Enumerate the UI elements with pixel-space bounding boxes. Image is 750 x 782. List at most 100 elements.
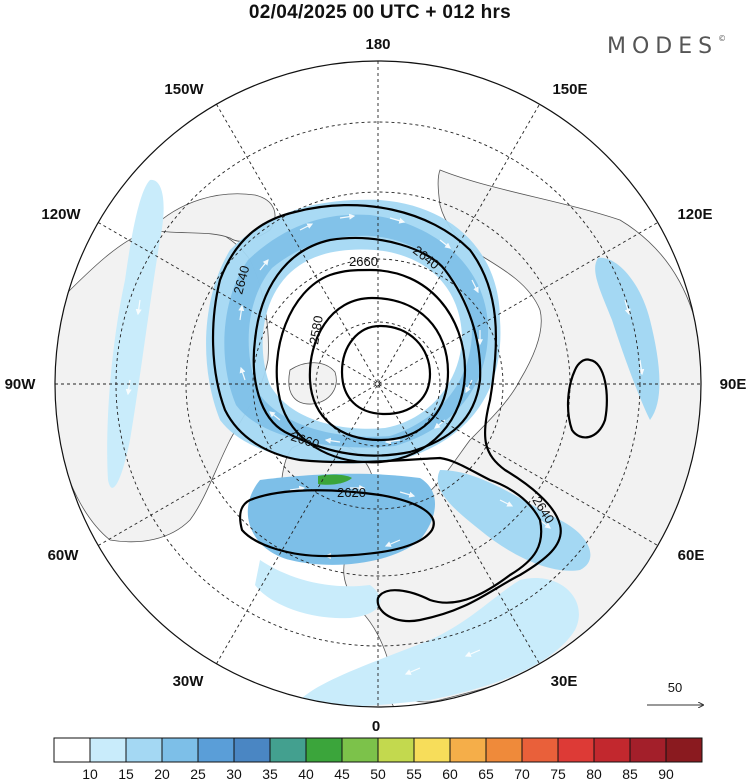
wind-vector bbox=[324, 437, 341, 444]
brand-logo: MODES© bbox=[607, 34, 726, 59]
wind-vector bbox=[464, 649, 481, 657]
wind-vector bbox=[299, 223, 314, 231]
colorbar-swatch bbox=[125, 737, 163, 763]
colorbar-swatch bbox=[593, 737, 631, 763]
meridian-label-120e: 120E bbox=[677, 206, 712, 223]
wind-vector bbox=[259, 259, 269, 271]
meridian-labels: 180 150E 120E 90E 60E 30E 0 30W 60W 90W … bbox=[5, 36, 747, 735]
colorbar-label: 10 bbox=[82, 766, 98, 782]
jet-max-green bbox=[318, 474, 352, 485]
colorbar-swatch bbox=[89, 737, 127, 763]
contour-2620-ring bbox=[275, 268, 467, 464]
contour-2600 bbox=[308, 296, 450, 442]
wind-vector bbox=[289, 485, 306, 492]
wind-vector bbox=[125, 379, 132, 396]
contour-label-2660: 2660 bbox=[349, 254, 378, 269]
meridian-label-30w: 30W bbox=[173, 673, 205, 690]
colorbar-label: 50 bbox=[370, 766, 386, 782]
colorbar-swatch bbox=[449, 737, 487, 763]
wind-vector bbox=[359, 323, 372, 331]
colorbar-label: 20 bbox=[154, 766, 170, 782]
jet-band-pacific bbox=[107, 179, 164, 488]
wind-vector bbox=[339, 213, 356, 220]
jet-ring-outer bbox=[206, 199, 501, 464]
meridian-label-90e: 90E bbox=[720, 376, 747, 393]
colorbar-label: 15 bbox=[118, 766, 134, 782]
meridian-label-150w: 150W bbox=[164, 81, 204, 98]
wind-vector bbox=[465, 379, 473, 394]
colorbar-label: 25 bbox=[190, 766, 206, 782]
reference-vector: 50 bbox=[647, 680, 703, 705]
colorbar-swatch bbox=[161, 737, 199, 763]
colorbar-label: 30 bbox=[226, 766, 242, 782]
wind-vector bbox=[499, 499, 514, 507]
colorbar-swatch bbox=[665, 737, 703, 763]
wind-vector bbox=[239, 366, 246, 381]
colorbar-label: 55 bbox=[406, 766, 422, 782]
jet-band-atlantic bbox=[255, 560, 381, 619]
contour-label-2640: 2640 bbox=[230, 264, 252, 296]
colorbar: 10 15 20 25 30 35 40 45 50 55 60 65 70 75 80 85 90 bbox=[53, 737, 703, 782]
jet-band-asia bbox=[437, 470, 591, 571]
jet-band-siberia bbox=[595, 257, 660, 420]
wind-vector bbox=[539, 519, 551, 529]
colorbar-swatch bbox=[305, 737, 343, 763]
meridian-label-0: 0 bbox=[372, 718, 380, 735]
meridian-label-60e: 60E bbox=[678, 547, 705, 564]
land-arctic-islands bbox=[288, 362, 337, 405]
wind-vector bbox=[471, 279, 479, 294]
wind-vector bbox=[404, 667, 421, 675]
colorbar-label: 35 bbox=[262, 766, 278, 782]
contour-label-2620: 2620 bbox=[337, 485, 366, 500]
wind-vector bbox=[624, 299, 631, 316]
jet-band-europe bbox=[300, 578, 579, 707]
meridian-label-60w: 60W bbox=[48, 547, 80, 564]
wind-vector bbox=[269, 411, 281, 421]
colorbar-label: 65 bbox=[478, 766, 494, 782]
wind-vector bbox=[638, 359, 645, 376]
meridian-label-150e: 150E bbox=[552, 81, 587, 98]
contour-label-2580: 2580 bbox=[306, 314, 326, 345]
colorbar-label: 40 bbox=[298, 766, 314, 782]
colorbar-swatch bbox=[269, 737, 307, 763]
height-contours bbox=[211, 204, 608, 623]
contour-2640-siberia bbox=[566, 358, 608, 439]
colorbar-swatch bbox=[485, 737, 523, 763]
brand-name: MODES bbox=[607, 34, 719, 59]
meridian-label-90w: 90W bbox=[5, 376, 37, 393]
contour-2660 bbox=[252, 236, 482, 457]
colorbar-swatch bbox=[233, 737, 271, 763]
colorbar-label: 70 bbox=[514, 766, 530, 782]
map-boundary bbox=[54, 60, 702, 708]
colorbar-swatch bbox=[629, 737, 667, 763]
colorbar-label: 90 bbox=[658, 766, 674, 782]
meridian-label-180: 180 bbox=[365, 36, 390, 53]
wind-vector bbox=[384, 438, 401, 445]
meridian-label-30e: 30E bbox=[551, 673, 578, 690]
wind-vector bbox=[439, 239, 451, 249]
page-title: 02/04/2025 00 UTC + 012 hrs bbox=[248, 2, 512, 23]
wind-vectors bbox=[125, 213, 645, 675]
wind-vector bbox=[389, 217, 406, 224]
colorbar-swatch bbox=[413, 737, 451, 763]
wind-vector bbox=[135, 299, 142, 316]
colorbar-swatch bbox=[341, 737, 379, 763]
colorbar-swatch bbox=[557, 737, 595, 763]
colorbar-label: 45 bbox=[334, 766, 350, 782]
colorbar-swatch bbox=[521, 737, 559, 763]
meridian-label-120w: 120W bbox=[41, 206, 81, 223]
contour-2580-low bbox=[340, 324, 432, 416]
colorbar-label: 60 bbox=[442, 766, 458, 782]
colorbar-swatch bbox=[53, 737, 91, 763]
wind-vector bbox=[238, 304, 245, 321]
wind-vector bbox=[384, 539, 401, 547]
colorbar-label: 75 bbox=[550, 766, 566, 782]
contour-2620-greenland bbox=[239, 489, 435, 558]
reference-vector-label: 50 bbox=[668, 680, 682, 695]
contour-2640 bbox=[211, 204, 562, 623]
copyright-mark: © bbox=[718, 34, 727, 43]
colorbar-swatch bbox=[377, 737, 415, 763]
wind-vector bbox=[399, 491, 416, 498]
colorbar-label: 85 bbox=[622, 766, 638, 782]
